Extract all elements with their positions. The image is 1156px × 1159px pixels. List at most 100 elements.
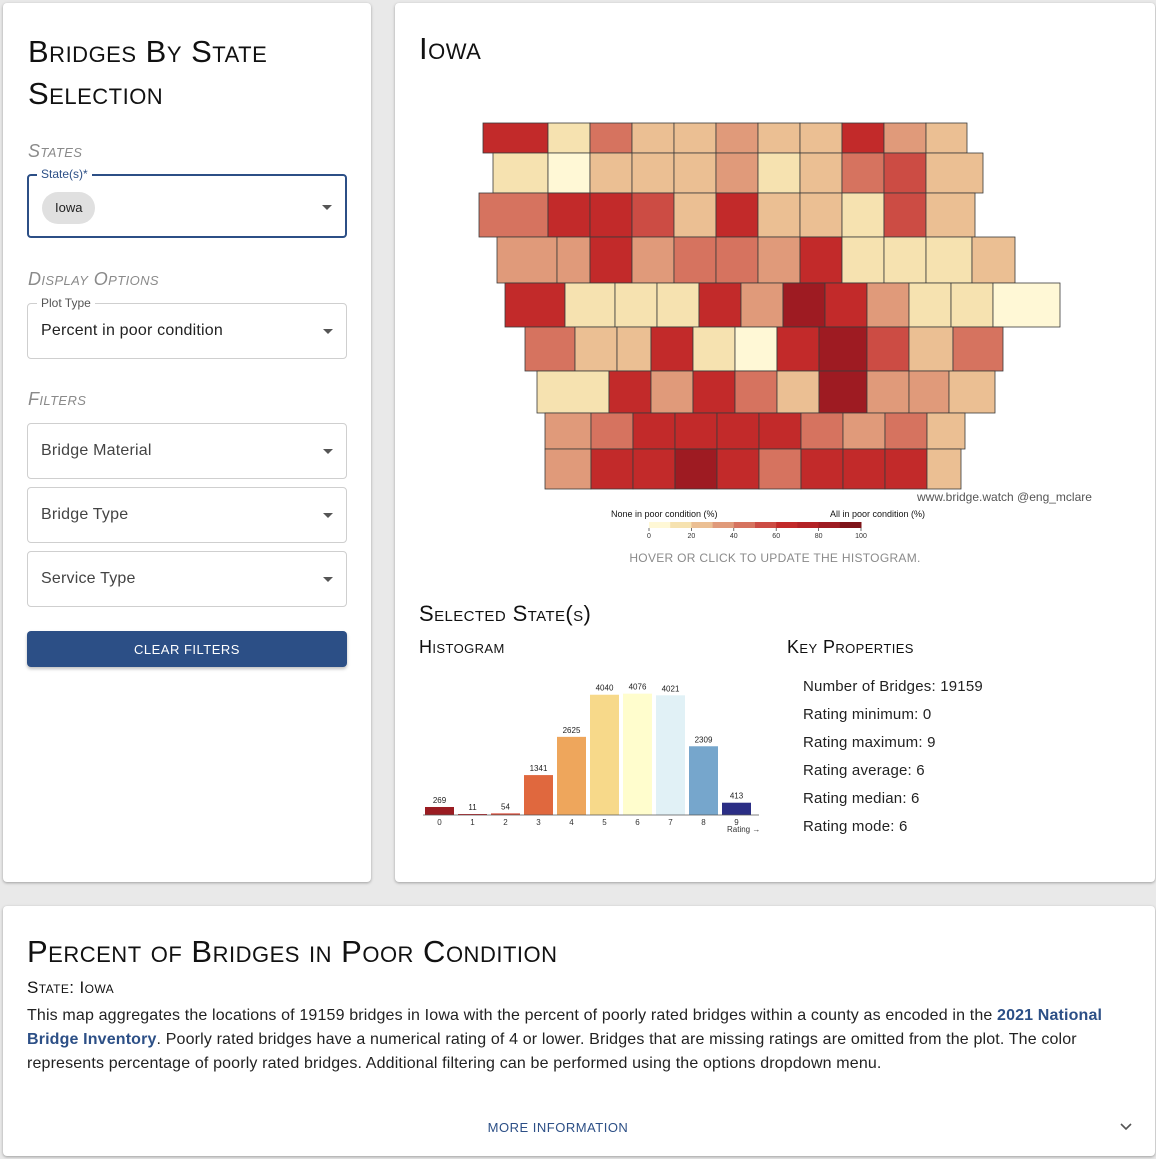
county-8-8[interactable] (884, 448, 928, 490)
histogram-bar-8[interactable] (689, 746, 718, 815)
county-8-0[interactable] (544, 448, 592, 490)
county-8-3[interactable] (674, 448, 718, 490)
county-0-3[interactable] (631, 122, 675, 154)
county-2-2[interactable] (589, 192, 633, 238)
county-8-7[interactable] (842, 448, 886, 490)
county-3-9[interactable] (883, 236, 927, 284)
service-type-select[interactable]: Service Type (27, 551, 347, 607)
histogram-bar-1[interactable] (458, 814, 487, 815)
county-1-9[interactable] (883, 152, 927, 194)
county-0-4[interactable] (673, 122, 717, 154)
county-8-4[interactable] (716, 448, 760, 490)
county-5-9[interactable] (908, 326, 954, 372)
county-3-7[interactable] (799, 236, 843, 284)
county-3-0[interactable] (496, 236, 558, 284)
county-2-9[interactable] (883, 192, 927, 238)
county-3-8[interactable] (841, 236, 885, 284)
county-3-4[interactable] (673, 236, 717, 284)
county-2-10[interactable] (925, 192, 976, 238)
more-information-button[interactable]: More Information (487, 1120, 629, 1135)
histogram-bar-4[interactable] (557, 736, 586, 815)
county-1-2[interactable] (589, 152, 633, 194)
county-1-7[interactable] (799, 152, 843, 194)
county-5-3[interactable] (650, 326, 694, 372)
chevron-down-icon[interactable] (323, 449, 333, 454)
plot-type-select[interactable]: Plot Type Percent in poor condition (27, 296, 347, 359)
rating-histogram[interactable]: 2690111542134132625440405407664021723098… (417, 669, 777, 844)
iowa-county-map[interactable] (475, 107, 1075, 497)
county-5-6[interactable] (776, 326, 820, 372)
county-6-4[interactable] (734, 370, 778, 414)
county-0-1[interactable] (547, 122, 591, 154)
county-4-8[interactable] (866, 282, 910, 328)
county-4-2[interactable] (614, 282, 658, 328)
county-7-3[interactable] (674, 412, 718, 450)
chevron-down-icon[interactable] (323, 513, 333, 518)
chevron-down-icon[interactable] (323, 329, 333, 334)
county-3-3[interactable] (631, 236, 675, 284)
clear-filters-button[interactable]: Clear Filters (27, 631, 347, 667)
bridge-type-select[interactable]: Bridge Type (27, 487, 347, 543)
bridge-material-select[interactable]: Bridge Material (27, 423, 347, 479)
county-3-11[interactable] (971, 236, 1016, 284)
county-0-8[interactable] (841, 122, 885, 154)
county-6-1[interactable] (608, 370, 652, 414)
county-1-1[interactable] (547, 152, 591, 194)
county-8-9[interactable] (926, 448, 962, 490)
county-7-8[interactable] (884, 412, 928, 450)
county-0-10[interactable] (925, 122, 968, 154)
county-8-6[interactable] (800, 448, 844, 490)
county-7-4[interactable] (716, 412, 760, 450)
county-4-4[interactable] (698, 282, 742, 328)
county-5-2[interactable] (616, 326, 652, 372)
county-1-4[interactable] (673, 152, 717, 194)
county-2-1[interactable] (547, 192, 591, 238)
histogram-bar-3[interactable] (524, 775, 553, 815)
county-6-0[interactable] (536, 370, 610, 414)
county-7-9[interactable] (926, 412, 966, 450)
county-0-0[interactable] (482, 122, 549, 154)
chevron-down-icon[interactable] (322, 205, 332, 210)
histogram-bar-2[interactable] (491, 813, 520, 815)
histogram-bar-6[interactable] (623, 693, 652, 815)
county-0-6[interactable] (757, 122, 801, 154)
histogram-bar-5[interactable] (590, 694, 619, 815)
county-4-0[interactable] (504, 282, 566, 328)
county-4-1[interactable] (564, 282, 616, 328)
county-3-10[interactable] (925, 236, 973, 284)
county-8-2[interactable] (632, 448, 676, 490)
county-3-1[interactable] (556, 236, 591, 284)
county-3-2[interactable] (589, 236, 633, 284)
county-4-11[interactable] (992, 282, 1061, 328)
histogram-bar-7[interactable] (656, 695, 685, 815)
nbi-link[interactable]: 2021 National Bridge Inventory (27, 1007, 1103, 1048)
county-7-2[interactable] (632, 412, 676, 450)
histogram-bar-0[interactable] (425, 806, 454, 815)
county-0-7[interactable] (799, 122, 843, 154)
county-5-7[interactable] (818, 326, 868, 372)
county-6-8[interactable] (908, 370, 950, 414)
county-1-6[interactable] (757, 152, 801, 194)
county-7-6[interactable] (800, 412, 844, 450)
county-1-8[interactable] (841, 152, 885, 194)
county-6-3[interactable] (692, 370, 736, 414)
county-7-1[interactable] (590, 412, 634, 450)
county-6-2[interactable] (650, 370, 694, 414)
county-8-5[interactable] (758, 448, 802, 490)
county-0-2[interactable] (589, 122, 633, 154)
county-5-0[interactable] (524, 326, 576, 372)
county-3-6[interactable] (757, 236, 801, 284)
histogram-bar-9[interactable] (722, 802, 751, 815)
county-4-7[interactable] (824, 282, 868, 328)
county-4-3[interactable] (656, 282, 700, 328)
county-2-3[interactable] (631, 192, 675, 238)
county-6-5[interactable] (776, 370, 820, 414)
county-2-6[interactable] (757, 192, 801, 238)
county-7-0[interactable] (544, 412, 592, 450)
county-0-9[interactable] (883, 122, 927, 154)
county-5-8[interactable] (866, 326, 910, 372)
states-select[interactable]: State(s)* Iowa (27, 167, 347, 238)
county-5-1[interactable] (574, 326, 618, 372)
county-3-5[interactable] (715, 236, 759, 284)
county-5-10[interactable] (952, 326, 1004, 372)
